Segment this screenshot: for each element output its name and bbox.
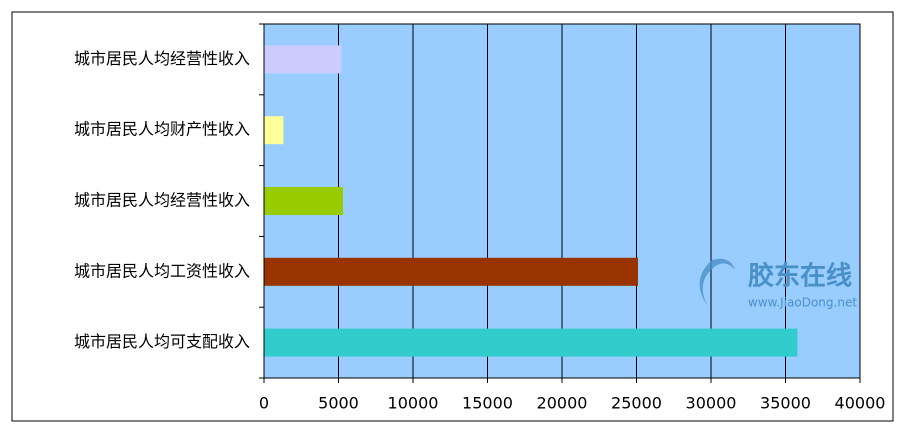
- y-tick-label: 城市居民人均财产性收入: [74, 120, 250, 139]
- bar: [264, 187, 343, 215]
- watermark-logo: [699, 258, 735, 305]
- watermark-url: www.JiaoDong.net: [748, 296, 857, 310]
- x-tick-label: 35000: [760, 394, 811, 413]
- x-tick-label: 5000: [318, 394, 359, 413]
- x-tick-label: 20000: [537, 394, 588, 413]
- x-tick-label: 30000: [686, 394, 737, 413]
- bar: [264, 116, 284, 145]
- watermark-title: 胶东在线: [748, 261, 852, 292]
- bar: [264, 45, 342, 74]
- y-tick-label: 城市居民人均经营性收入: [74, 191, 250, 210]
- x-tick-label: 40000: [835, 394, 886, 413]
- x-tick-label: 0: [259, 394, 269, 413]
- y-tick-label: 城市居民人均经营性收入: [74, 49, 250, 68]
- x-tick-label: 15000: [462, 394, 513, 413]
- x-tick-label: 10000: [388, 394, 439, 413]
- bar: [264, 257, 638, 286]
- plot-border: [263, 23, 861, 379]
- bar: [264, 328, 798, 357]
- y-tick-label: 城市居民人均可支配收入: [74, 332, 250, 351]
- y-tick-label: 城市居民人均工资性收入: [74, 261, 250, 280]
- x-tick-label: 25000: [611, 394, 662, 413]
